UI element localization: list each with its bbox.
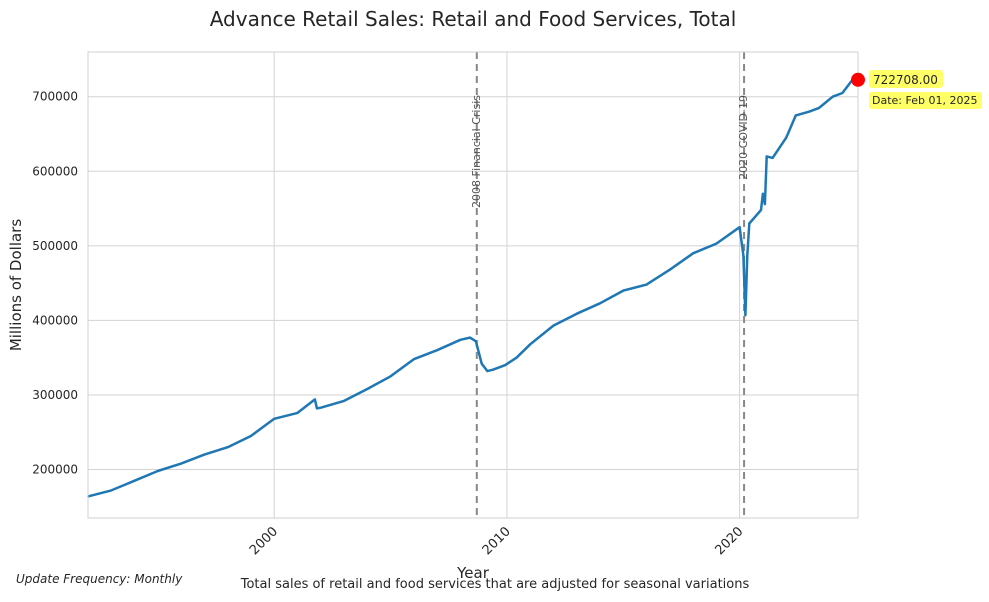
data-point [762, 192, 764, 195]
data-point [692, 252, 694, 255]
last-value-badge [869, 70, 943, 88]
data-point [314, 398, 316, 401]
x-axis-label: Year [456, 564, 490, 582]
data-point [296, 412, 299, 414]
last-value-marker [851, 72, 865, 87]
data-point [273, 418, 275, 420]
data-point [738, 226, 741, 229]
data-point [760, 209, 762, 211]
data-point [831, 95, 834, 98]
data-point [316, 407, 318, 410]
x-tick-label: 2020 [712, 524, 746, 558]
data-point [795, 114, 797, 117]
y-tick-label: 500000 [32, 239, 78, 253]
data-point [413, 358, 415, 360]
data-point [180, 462, 182, 465]
y-tick-label: 600000 [32, 164, 78, 178]
data-point [515, 356, 518, 359]
data-point [492, 368, 495, 371]
data-point [748, 222, 751, 225]
last-date-badge [869, 92, 982, 109]
data-point [599, 302, 601, 305]
data-point [389, 375, 392, 378]
y-tick-label: 400000 [32, 313, 78, 327]
data-point [319, 406, 322, 409]
data-point [669, 268, 671, 271]
data-point [110, 489, 113, 492]
x-tick-labels: 2000 2010 2020 [247, 524, 746, 558]
data-point [771, 157, 774, 159]
data-point [504, 364, 506, 366]
data-point [622, 289, 625, 292]
chart-title: Advance Retail Sales: Retail and Food Se… [210, 7, 737, 31]
data-point [818, 107, 820, 109]
x-tick-label: 2000 [247, 524, 281, 558]
last-value-label: 722708.00 [873, 73, 938, 87]
data-point [203, 453, 206, 456]
annotations: 722708.00 Date: Feb 01, 2025 [851, 70, 982, 109]
data-point [575, 312, 578, 315]
data-point [366, 388, 369, 390]
event-label: 2020 COVID-19 [737, 95, 750, 180]
data-point [645, 283, 648, 286]
data-point [552, 324, 555, 327]
update-frequency: Update Frequency: Monthly [16, 572, 183, 586]
data-point [765, 155, 768, 158]
y-tick-label: 300000 [32, 388, 78, 402]
data-point [764, 203, 766, 205]
data-point [157, 470, 159, 472]
data-point [808, 110, 811, 113]
data-point [459, 339, 462, 341]
data-point [250, 435, 252, 437]
event-label: 2008 Financial Crisis [470, 95, 483, 208]
data-point [746, 254, 749, 257]
y-tick-label: 700000 [32, 90, 78, 104]
data-point [480, 362, 483, 365]
data-point [785, 136, 787, 139]
last-date-label: Date: Feb 01, 2025 [872, 94, 977, 107]
data-point [742, 254, 745, 257]
data-point [226, 446, 229, 448]
y-tick-label: 200000 [32, 463, 78, 477]
data-point [744, 314, 747, 316]
data-point [715, 242, 718, 245]
y-tick-labels: 200000 300000 400000 500000 600000 700000 [32, 90, 78, 477]
y-axis-label: Millions of Dollars [7, 219, 25, 352]
plot-frame [87, 51, 859, 519]
data-point [343, 400, 345, 402]
data-point [841, 92, 844, 94]
data-point [469, 336, 471, 339]
data-point [436, 349, 438, 352]
chart-description: Total sales of retail and food services … [240, 577, 750, 592]
data-point [133, 479, 136, 482]
x-tick-label: 2010 [480, 524, 514, 558]
data-point [486, 370, 489, 372]
data-point [529, 343, 531, 346]
grid [88, 52, 858, 518]
data-point [475, 340, 477, 343]
event-lines: 2008 Financial Crisis 2020 COVID-19 [470, 52, 750, 518]
